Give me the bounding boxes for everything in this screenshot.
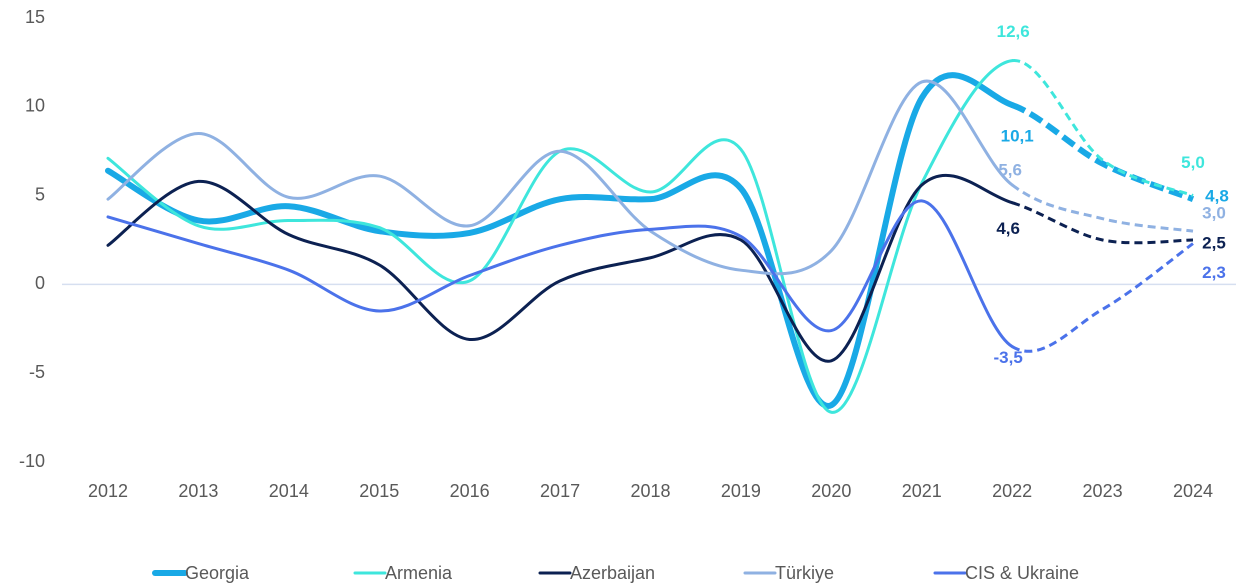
value-label: 5,0 [1181,153,1205,172]
x-tick-label: 2017 [540,481,580,501]
value-label: 12,6 [997,22,1030,41]
series-line [106,173,1014,363]
x-tick-label: 2024 [1173,481,1213,501]
value-label: 10,1 [1001,127,1034,146]
value-label: 4,6 [996,219,1020,238]
forecast-line [1011,59,1194,198]
x-tick-label: 2014 [269,481,309,501]
x-tick-label: 2016 [450,481,490,501]
forecast-line [1011,201,1194,245]
value-label: 3,0 [1202,204,1226,223]
x-tick-label: 2023 [1083,481,1123,501]
x-tick-label: 2013 [178,481,218,501]
legend-label: Georgia [185,563,250,583]
y-tick-label: 10 [25,96,45,116]
forecast-line [1011,242,1194,353]
value-label: 5,6 [998,160,1022,179]
y-tick-label: 5 [35,184,45,204]
forecast-line [1011,183,1194,233]
series-line [105,72,1016,409]
y-tick-label: 0 [35,273,45,293]
series-line [106,199,1014,349]
y-tick-label: -10 [19,451,45,471]
x-tick-label: 2021 [902,481,942,501]
x-tick-label: 2012 [88,481,128,501]
x-tick-label: 2022 [992,481,1032,501]
value-label: 2,3 [1202,263,1226,282]
value-label: 4,8 [1205,187,1229,206]
x-tick-label: 2018 [630,481,670,501]
series-line [106,79,1014,276]
legend-label: CIS & Ukraine [965,563,1079,583]
legend-label: Türkiye [775,563,834,583]
legend-label: Azerbaijan [570,563,655,583]
x-tick-label: 2015 [359,481,399,501]
value-label: -3,5 [994,348,1023,367]
x-tick-label: 2019 [721,481,761,501]
value-label: 2,5 [1202,233,1226,252]
legend-label: Armenia [385,563,453,583]
x-tick-label: 2020 [811,481,851,501]
forecast-line [1011,102,1195,202]
series-line [106,59,1014,414]
y-tick-label: -5 [29,362,45,382]
y-tick-label: 15 [25,7,45,27]
